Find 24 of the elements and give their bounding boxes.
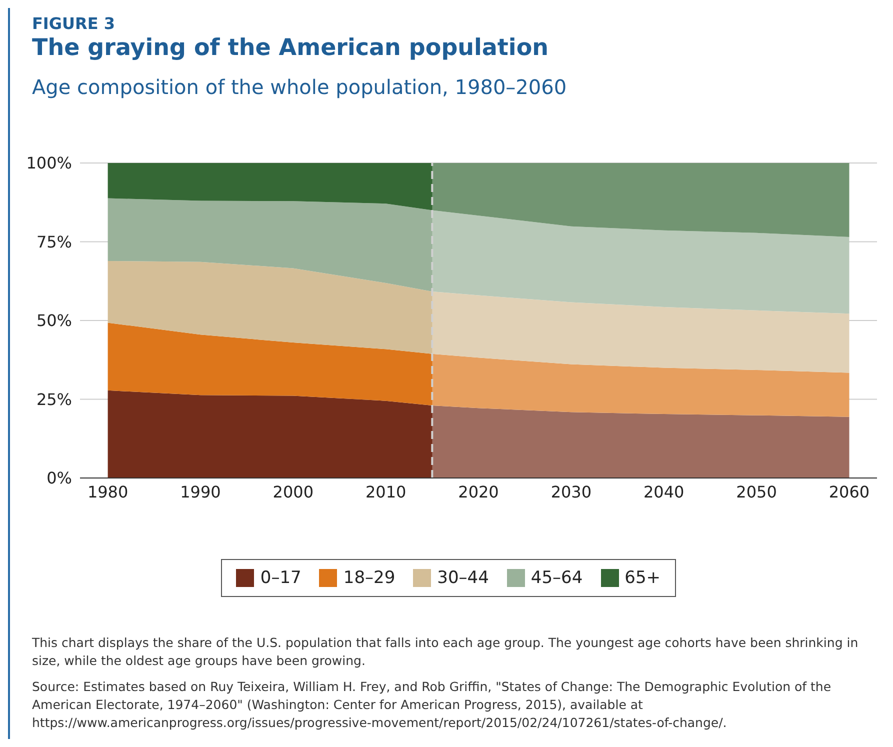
y-tick-label: 25% (36, 390, 72, 409)
x-tick-label: 2010 (365, 482, 406, 502)
y-tick-label: 0% (46, 468, 72, 488)
x-tick-label: 2060 (828, 482, 870, 502)
legend-label: 65+ (624, 568, 661, 588)
legend-label: 30–44 (437, 568, 489, 588)
source-note: Source: Estimates based on Ruy Teixeira, William H. Frey, and Rob Griffin, "States of Change: The Demographic Evolution of the American Electorate, 1974–2060" (Washington: Center for American Progress, 2015), available at https://www.americanprogress.org/issues/progressive-movement/report/2015/02/24/107261/states-of-change/. (32, 678, 832, 732)
text: This chart displays the share of the U.S. population that falls into each age group. The youngest age cohorts have been shrinking in size, while the oldest age groups have been growing. (32, 634, 860, 670)
legend-label: 45–64 (530, 568, 583, 588)
x-tick-label: 2020 (458, 482, 499, 502)
chart-title: The graying of the American population (32, 35, 550, 61)
y-tick-label: 75% (36, 232, 72, 252)
chart-subtitle: Age composition of the whole population, 1980–2060 (32, 75, 568, 99)
x-tick-label: 2030 (550, 482, 592, 502)
legend-label: 0–17 (260, 568, 302, 588)
caption: FIGURE 3 (32, 14, 116, 33)
y-tick-label: 50% (36, 311, 72, 330)
x-tick-label: 2000 (272, 482, 314, 502)
x-tick-label: 1980 (87, 482, 128, 502)
x-tick-label: 1990 (180, 482, 221, 502)
y-tick-label: 100% (26, 154, 72, 173)
x-tick-label: 2040 (643, 482, 684, 502)
x-tick-label: 2050 (736, 482, 777, 502)
legend-label: 18–29 (343, 568, 396, 588)
